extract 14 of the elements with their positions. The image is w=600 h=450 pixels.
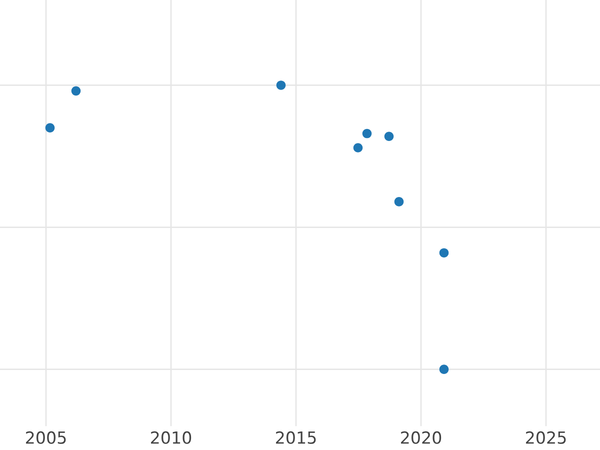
point xyxy=(439,248,449,258)
point xyxy=(276,80,286,90)
x-tick-label: 2005 xyxy=(26,431,66,444)
point xyxy=(394,197,404,206)
point xyxy=(45,123,55,133)
x-tick-label: 2025 xyxy=(526,431,566,444)
x-tick-label: 2020 xyxy=(401,431,442,444)
point xyxy=(353,143,363,152)
point xyxy=(362,128,372,138)
point xyxy=(71,86,81,96)
point xyxy=(384,132,394,142)
point xyxy=(439,364,449,374)
x-tick-label: 2015 xyxy=(276,431,316,444)
x-tick-label: 2010 xyxy=(151,431,192,444)
